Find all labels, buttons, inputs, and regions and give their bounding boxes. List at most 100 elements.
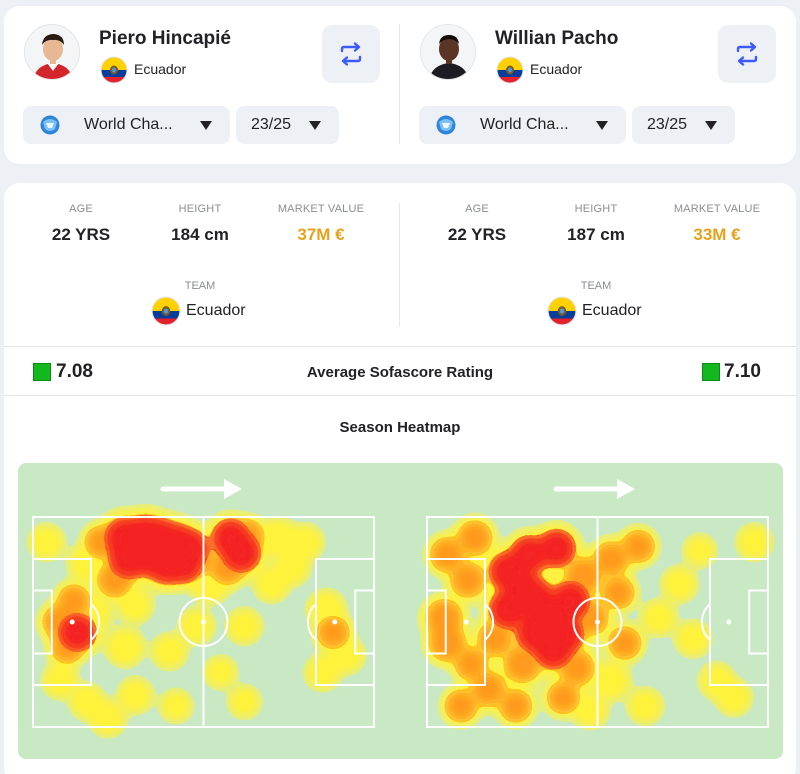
center-spot bbox=[201, 619, 206, 625]
center-spot bbox=[595, 619, 600, 625]
heat-point bbox=[155, 637, 184, 666]
pitch-spots bbox=[69, 619, 338, 625]
rating-title: Average Sofascore Rating bbox=[306, 364, 494, 381]
penalty-arc-right bbox=[700, 603, 711, 641]
heat-point bbox=[227, 538, 255, 567]
heat-point bbox=[94, 704, 122, 733]
heat-point bbox=[595, 665, 627, 697]
center-circle bbox=[572, 597, 623, 647]
player-avatar-icon bbox=[421, 25, 475, 79]
ecuador-flag-icon[interactable] bbox=[151, 296, 181, 326]
heat-point bbox=[32, 528, 61, 556]
heat-point bbox=[73, 688, 102, 716]
heat-point bbox=[614, 632, 636, 654]
swap-player-button[interactable] bbox=[322, 25, 380, 83]
heat-point bbox=[109, 631, 141, 663]
player-info-left: AGE 22 YRS HEIGHT 184 cm MARKET VALUE 37… bbox=[4, 183, 400, 347]
age-label: AGE bbox=[465, 203, 489, 215]
heat-point bbox=[687, 538, 712, 563]
heat-point bbox=[72, 547, 103, 579]
heat-point bbox=[571, 563, 597, 589]
season-select-value: 23/25 bbox=[647, 116, 688, 133]
heat-point bbox=[599, 547, 623, 571]
player-header-right: Willian Pacho Ecuador bbox=[400, 6, 796, 164]
penalty-arc-left bbox=[90, 603, 101, 641]
heat-point bbox=[64, 619, 91, 646]
penalty-spot-right bbox=[332, 619, 338, 625]
center-circle bbox=[178, 597, 229, 647]
heat-point bbox=[332, 641, 361, 670]
divider bbox=[399, 203, 400, 327]
heat-point bbox=[232, 689, 257, 714]
arrow-right-icon bbox=[160, 479, 242, 499]
player-avatar-right[interactable] bbox=[420, 24, 476, 80]
height-label: HEIGHT bbox=[178, 203, 222, 215]
team-label: TEAM bbox=[580, 280, 612, 292]
average-rating-row: 7.08 Average Sofascore Rating 7.10 bbox=[4, 347, 796, 395]
rating-badge-icon bbox=[33, 363, 51, 381]
height-label: HEIGHT bbox=[574, 203, 618, 215]
ecuador-flag-icon bbox=[496, 56, 524, 84]
competition-select-value: World Cha... bbox=[480, 116, 569, 133]
market-value-label: MARKET VALUE bbox=[277, 203, 365, 215]
divider bbox=[4, 395, 796, 396]
heat-point bbox=[645, 604, 673, 632]
heat-point bbox=[576, 696, 605, 724]
player-country: Ecuador bbox=[530, 61, 583, 77]
world-championship-icon bbox=[436, 115, 456, 135]
heat-point bbox=[505, 695, 527, 717]
heat-point bbox=[46, 667, 75, 695]
heat-point bbox=[431, 605, 457, 631]
heat-point bbox=[164, 693, 189, 719]
heat-point bbox=[627, 535, 649, 557]
player-name[interactable]: Piero Hincapié bbox=[99, 28, 231, 49]
goal-box-left bbox=[32, 589, 53, 655]
heat-point bbox=[121, 681, 150, 710]
heat-point bbox=[665, 570, 694, 598]
team-name[interactable]: Ecuador bbox=[582, 302, 642, 319]
player-header-left: Piero Hincapié Ecuador bbox=[4, 6, 400, 164]
caret-down-icon bbox=[200, 121, 212, 130]
heat-point bbox=[463, 526, 487, 550]
heat-point bbox=[565, 656, 589, 680]
penalty-spot-right bbox=[726, 619, 732, 625]
player-name[interactable]: Willian Pacho bbox=[495, 28, 619, 49]
competition-select[interactable]: World Cha... bbox=[23, 106, 230, 144]
season-select[interactable]: 23/25 bbox=[632, 106, 735, 144]
swap-arrows-icon bbox=[736, 42, 758, 66]
team-label: TEAM bbox=[184, 280, 216, 292]
rating-value-right: 7.10 bbox=[724, 361, 761, 382]
heatmap-canvas bbox=[32, 479, 770, 733]
heatmap-pitch-right bbox=[423, 516, 770, 728]
team-name[interactable]: Ecuador bbox=[186, 302, 246, 319]
heat-point bbox=[90, 531, 112, 553]
heat-point bbox=[63, 590, 85, 612]
swap-player-button[interactable] bbox=[718, 25, 776, 83]
goal-box-left bbox=[426, 589, 447, 655]
heat-point bbox=[435, 543, 459, 567]
heat-point bbox=[548, 620, 578, 650]
player-avatar-left[interactable] bbox=[24, 24, 80, 80]
caret-down-icon bbox=[705, 121, 717, 130]
heat-point bbox=[434, 630, 460, 656]
competition-select[interactable]: World Cha... bbox=[419, 106, 626, 144]
heat-point bbox=[263, 522, 294, 554]
heat-point bbox=[169, 549, 197, 578]
penalty-spot-left bbox=[463, 619, 469, 625]
heat-point bbox=[509, 651, 536, 677]
heat-point bbox=[292, 528, 320, 556]
goal-box-right bbox=[748, 589, 769, 655]
ecuador-flag-icon[interactable] bbox=[547, 296, 577, 326]
heat-point bbox=[456, 568, 480, 592]
divider bbox=[399, 24, 400, 144]
heat-point bbox=[121, 591, 150, 619]
heat-point bbox=[278, 553, 306, 582]
ecuador-flag-icon bbox=[100, 56, 128, 84]
heat-point bbox=[556, 587, 585, 615]
season-select[interactable]: 23/25 bbox=[236, 106, 339, 144]
height-value: 184 cm bbox=[171, 225, 229, 244]
heat-point bbox=[230, 612, 259, 640]
heat-point bbox=[476, 677, 500, 701]
season-select-value: 23/25 bbox=[251, 116, 292, 133]
heat-point bbox=[543, 535, 570, 562]
